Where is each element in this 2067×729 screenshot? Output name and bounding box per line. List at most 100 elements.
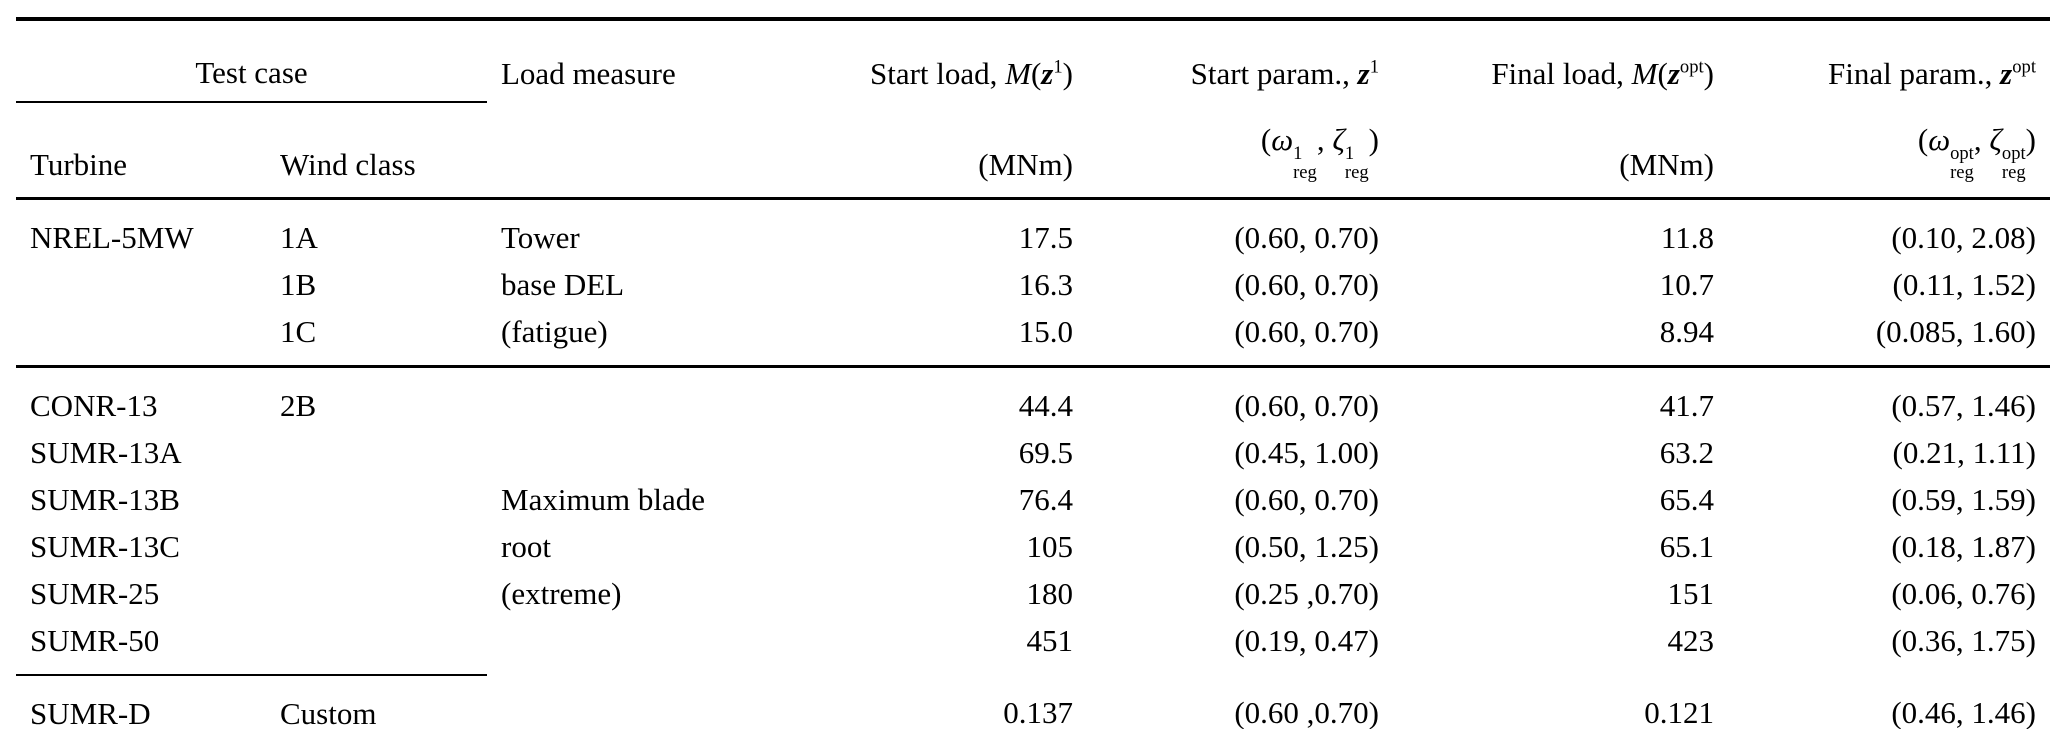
cell-turbine	[16, 308, 266, 368]
table-row: NREL-5MW 1A Tower 17.5 (0.60, 0.70) 11.8 (0.10…	[16, 199, 2050, 262]
cell-final-param: (0.59, 1.59)	[1891, 481, 2036, 517]
header-final-param-unit: (ω opt reg, ζ opt reg)	[1728, 102, 2050, 200]
omega-superscript: opt	[1950, 142, 1974, 164]
cell-start-param: (0.60, 0.70)	[1234, 219, 1379, 255]
cell-final-param: (0.36, 1.75)	[1891, 623, 2036, 658]
header-turbine: Turbine	[16, 102, 266, 200]
cell-wind-class: 1C	[266, 308, 487, 368]
cell-turbine: SUMR-13A	[30, 434, 182, 470]
zeta-superscript: opt	[2001, 142, 2026, 164]
cell-final-param: (0.57, 1.46)	[1891, 387, 2036, 423]
cell-final-load: 0.121	[1644, 695, 1714, 729]
zeta-symbol: ζ	[1332, 121, 1345, 157]
cell-final-param: (0.10, 2.08)	[1891, 219, 2036, 255]
superscript: opt	[2012, 56, 2036, 78]
cell-final-load: 65.1	[1659, 528, 1714, 564]
paren-open: (	[1260, 121, 1272, 157]
math-symbol-z: z	[2000, 56, 2013, 91]
paren-open: (	[1657, 56, 1668, 91]
header-start-param-unit: (ω 1 reg, ζ 1 reg)	[1087, 102, 1393, 200]
cell-load-measure	[487, 617, 747, 675]
results-table: Test case Load measure Start load, M(z1)…	[16, 17, 2050, 729]
cell-load-measure: (extreme)	[501, 575, 622, 611]
cell-final-load: 151	[1667, 575, 1715, 611]
zeta-scripts: opt reg	[2002, 144, 2026, 183]
header-start-param-prefix: Start param.,	[1190, 56, 1358, 91]
header-spacer	[487, 102, 747, 200]
cell-final-param: (0.18, 1.87)	[1891, 528, 2036, 564]
cell-start-load: 105	[1026, 528, 1074, 564]
table-body: NREL-5MW 1A Tower 17.5 (0.60, 0.70) 11.8 (0.10…	[16, 199, 2050, 729]
cell-final-param: (0.06, 0.76)	[1891, 575, 2036, 611]
cell-final-param: (0.085, 1.60)	[1728, 308, 2050, 368]
cell-start-param: (0.25 ,0.70)	[1234, 575, 1379, 611]
cell-start-load: 180	[1026, 575, 1074, 611]
cell-wind-class: 1B	[280, 266, 317, 302]
cell-start-param: (0.60 ,0.70)	[1234, 695, 1379, 729]
omega-symbol: ω	[1928, 121, 1951, 157]
paren-close: )	[1368, 121, 1379, 157]
cell-wind-class: Custom	[280, 695, 377, 729]
omega-symbol: ω	[1271, 121, 1294, 157]
cell-load-measure: (fatigue)	[487, 308, 747, 368]
table-row: SUMR-25 (extreme) 180 (0.25 ,0.70) 151 (0.06,…	[16, 570, 2050, 617]
cell-start-param: (0.60, 0.70)	[1234, 481, 1379, 517]
header-final-param: Final param., zopt	[1728, 19, 2050, 102]
table-row: CONR-13 2B 44.4 (0.60, 0.70) 41.7 (0.57, 1.46…	[16, 367, 2050, 430]
cell-turbine: SUMR-13B	[30, 481, 180, 517]
cell-start-load: 44.4	[1018, 387, 1073, 423]
omega-scripts: 1 reg	[1293, 144, 1317, 183]
zeta-scripts: 1 reg	[1345, 144, 1369, 183]
math-symbol-M: M	[1005, 56, 1031, 91]
omega-scripts: opt reg	[1950, 144, 1974, 183]
cell-final-param: (0.46, 1.46)	[1891, 695, 2036, 729]
header-row-1: Test case Load measure Start load, M(z1)…	[16, 19, 2050, 103]
math-symbol-z: z	[1041, 56, 1054, 91]
paren-close: )	[1062, 56, 1073, 91]
header-test-case: Test case	[16, 19, 487, 103]
cell-turbine: SUMR-25	[30, 575, 160, 611]
zeta-subscript: reg	[2001, 162, 2026, 184]
header-start-param: Start param., z1	[1087, 19, 1393, 102]
cell-start-param: (0.60, 0.70)	[1087, 308, 1393, 368]
zeta-superscript: 1	[1344, 142, 1355, 164]
cell-load-measure	[487, 367, 747, 430]
header-final-load: Final load, M(zopt)	[1393, 19, 1728, 102]
cell-wind-class: 2B	[280, 387, 317, 423]
header-row-2: Turbine Wind class (MNm) (ω 1 reg, ζ 1 reg) …	[16, 102, 2050, 200]
header-final-param-prefix: Final param.,	[1827, 56, 2001, 91]
header-start-load-unit: (MNm)	[747, 102, 1087, 200]
header-final-load-prefix: Final load,	[1491, 56, 1632, 91]
cell-start-param: (0.19, 0.47)	[1234, 623, 1379, 658]
cell-wind-class	[266, 617, 487, 676]
omega-subscript: reg	[1293, 162, 1317, 184]
header-final-load-unit: (MNm)	[1393, 102, 1728, 200]
cell-turbine: NREL-5MW	[30, 219, 194, 255]
cell-final-load: 423	[1667, 623, 1715, 658]
cell-final-param: (0.21, 1.11)	[1892, 434, 2037, 470]
cell-start-param: (0.60, 0.70)	[1234, 266, 1379, 302]
cell-final-param: (0.11, 1.52)	[1892, 266, 2037, 302]
math-symbol-z: z	[1667, 56, 1680, 91]
superscript: 1	[1053, 56, 1063, 78]
table-row: SUMR-13C root 105 (0.50, 1.25) 65.1 (0.18, 1.…	[16, 523, 2050, 570]
cell-start-param: (0.45, 1.00)	[1234, 434, 1379, 470]
cell-turbine: SUMR-D	[30, 695, 151, 729]
cell-start-load: 17.5	[1018, 219, 1073, 255]
zeta-subscript: reg	[1344, 162, 1369, 184]
table-row: 1C (fatigue) 15.0 (0.60, 0.70) 8.94 (0.085, 1…	[16, 308, 2050, 368]
header-load-measure: Load measure	[501, 56, 676, 91]
cell-wind-class	[266, 523, 487, 570]
cell-load-measure: root	[501, 528, 551, 564]
superscript: 1	[1369, 56, 1379, 78]
cell-turbine: CONR-13	[30, 387, 158, 423]
cell-final-load: 65.4	[1659, 481, 1714, 517]
cell-wind-class	[266, 476, 487, 523]
cell-start-load: 69.5	[1018, 434, 1073, 470]
cell-load-measure: Tower	[501, 219, 580, 255]
paren-close: )	[2025, 121, 2036, 157]
table-row: SUMR-13B Maximum blade 76.4 (0.60, 0.70) 65.…	[16, 476, 2050, 523]
cell-load-measure: base DEL	[501, 266, 625, 302]
math-symbol-M: M	[1631, 56, 1658, 91]
